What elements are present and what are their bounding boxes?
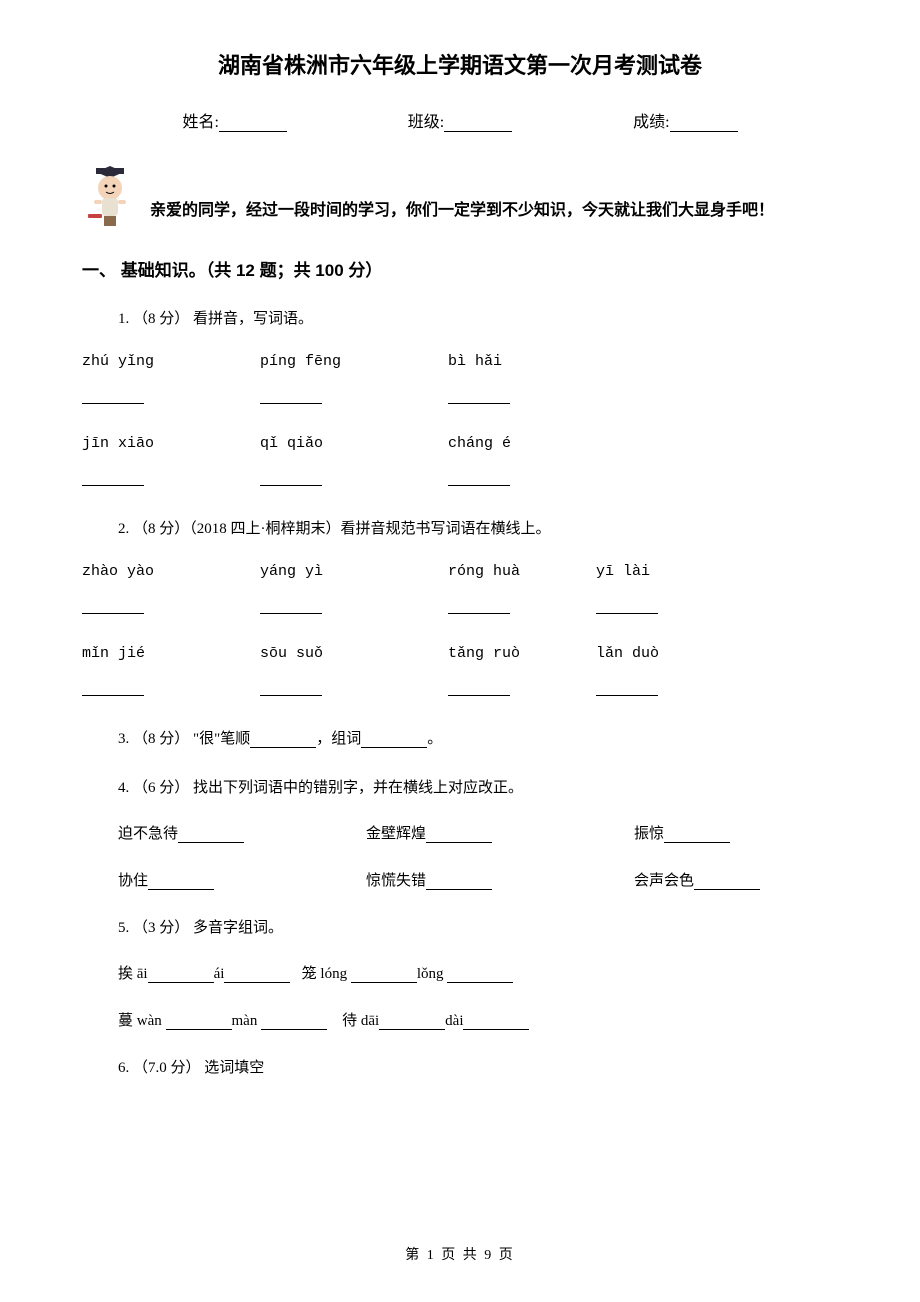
q4-word: 惊慌失错 xyxy=(366,873,426,889)
pinyin-cell: zhú yǐng xyxy=(82,353,260,370)
exam-title: 湖南省株洲市六年级上学期语文第一次月考测试卷 xyxy=(82,48,838,80)
answer-blank[interactable] xyxy=(664,829,730,843)
pinyin-cell: qǐ qiǎo xyxy=(260,435,448,452)
pinyin-cell: zhào yào xyxy=(82,563,260,580)
answer-blank[interactable] xyxy=(447,969,513,983)
name-field: 姓名: xyxy=(182,108,286,132)
q3-line: 3. （8 分） "很"笔顺 ，组词 。 xyxy=(82,727,838,748)
q2-ans-row2 xyxy=(82,682,838,701)
q3-suffix: 。 xyxy=(427,731,442,747)
answer-blank[interactable] xyxy=(448,682,510,696)
q5-row1: 挨 āi ái 笼 lóng lǒng xyxy=(82,962,838,983)
pinyin-cell: yáng yì xyxy=(260,563,448,580)
answer-blank[interactable] xyxy=(224,969,290,983)
pinyin-cell: jīn xiāo xyxy=(82,435,260,452)
answer-blank[interactable] xyxy=(260,472,322,486)
answer-blank[interactable] xyxy=(448,390,510,404)
q5-char: 蔓 wàn xyxy=(118,1013,162,1029)
intro-row: 亲爱的同学，经过一段时间的学习，你们一定学到不少知识，今天就让我们大显身手吧！ xyxy=(82,166,838,226)
answer-blank[interactable] xyxy=(426,876,492,890)
answer-blank[interactable] xyxy=(448,600,510,614)
q2-pinyin-row1: zhào yào yáng yì róng huà yī lài xyxy=(82,563,838,580)
answer-blank[interactable] xyxy=(260,682,322,696)
answer-blank[interactable] xyxy=(82,682,144,696)
q6-head: 6. （7.0 分） 选词填空 xyxy=(82,1056,838,1080)
class-blank[interactable] xyxy=(444,116,512,132)
pinyin-cell: tǎng ruò xyxy=(448,645,596,662)
class-field: 班级: xyxy=(408,108,512,132)
q5-py: ái xyxy=(214,966,225,982)
score-label: 成绩: xyxy=(633,114,669,131)
answer-blank[interactable] xyxy=(448,472,510,486)
q4-row1: 迫不急待 金壁辉煌 振惊 xyxy=(82,822,838,843)
q5-head: 5. （3 分） 多音字组词。 xyxy=(82,916,838,940)
page-content: 湖南省株洲市六年级上学期语文第一次月考测试卷 姓名: 班级: 成绩: xyxy=(0,0,920,1080)
section-heading: 一、 基础知识。（共 12 题；共 100 分） xyxy=(82,256,838,281)
answer-blank[interactable] xyxy=(596,682,658,696)
answer-blank[interactable] xyxy=(148,969,214,983)
name-blank[interactable] xyxy=(219,116,287,132)
q2-ans-row1 xyxy=(82,600,838,619)
answer-blank[interactable] xyxy=(261,1016,327,1030)
q5-char: 挨 āi xyxy=(118,966,148,982)
answer-blank[interactable] xyxy=(361,734,427,748)
answer-blank[interactable] xyxy=(82,472,144,486)
answer-blank[interactable] xyxy=(426,829,492,843)
q4-word: 迫不急待 xyxy=(118,826,178,842)
score-field: 成绩: xyxy=(633,108,737,132)
q2-head: 2. （8 分）（2018 四上·桐梓期末）看拼音规范书写词语在横线上。 xyxy=(82,517,838,541)
answer-blank[interactable] xyxy=(260,600,322,614)
q4-head: 4. （6 分） 找出下列词语中的错别字，并在横线上对应改正。 xyxy=(82,776,838,800)
answer-blank[interactable] xyxy=(166,1016,232,1030)
q5-py: dài xyxy=(445,1013,463,1029)
q5-py: lǒng xyxy=(417,966,444,982)
pinyin-cell: mǐn jié xyxy=(82,645,260,662)
answer-blank[interactable] xyxy=(463,1016,529,1030)
q4-word: 会声会色 xyxy=(634,873,694,889)
pinyin-cell: sōu suǒ xyxy=(260,645,448,662)
q2-pinyin-row2: mǐn jié sōu suǒ tǎng ruò lǎn duò xyxy=(82,645,838,662)
q4-word: 金壁辉煌 xyxy=(366,826,426,842)
class-label: 班级: xyxy=(408,114,444,131)
answer-blank[interactable] xyxy=(379,1016,445,1030)
q4-row2: 协住 惊慌失错 会声会色 xyxy=(82,869,838,890)
answer-blank[interactable] xyxy=(351,969,417,983)
q3-mid: ，组词 xyxy=(316,731,361,747)
q3-prefix: 3. （8 分） "很"笔顺 xyxy=(118,731,250,747)
answer-blank[interactable] xyxy=(250,734,316,748)
q4-word: 振惊 xyxy=(634,826,664,842)
q1-pinyin-row2: jīn xiāo qǐ qiǎo cháng é xyxy=(82,435,838,452)
page-footer: 第 1 页 共 9 页 xyxy=(0,1244,920,1264)
name-label: 姓名: xyxy=(182,114,218,131)
answer-blank[interactable] xyxy=(596,600,658,614)
q1-ans-row1 xyxy=(82,390,838,409)
answer-blank[interactable] xyxy=(148,876,214,890)
score-blank[interactable] xyxy=(670,116,738,132)
q5-row2: 蔓 wàn màn 待 dāi dài xyxy=(82,1009,838,1030)
q5-char: 待 dāi xyxy=(342,1013,379,1029)
q4-word: 协住 xyxy=(118,873,148,889)
answer-blank[interactable] xyxy=(260,390,322,404)
pinyin-cell: bì hǎi xyxy=(448,353,596,370)
pinyin-cell: cháng é xyxy=(448,435,596,452)
q1-ans-row2 xyxy=(82,472,838,491)
pinyin-cell: yī lài xyxy=(596,563,744,580)
student-avatar-icon xyxy=(82,166,138,226)
q5-py: màn xyxy=(232,1013,258,1029)
answer-blank[interactable] xyxy=(82,390,144,404)
pinyin-cell: róng huà xyxy=(448,563,596,580)
student-info-row: 姓名: 班级: 成绩: xyxy=(82,108,838,132)
pinyin-cell: lǎn duò xyxy=(596,645,744,662)
q1-head: 1. （8 分） 看拼音，写词语。 xyxy=(82,307,838,331)
answer-blank[interactable] xyxy=(694,876,760,890)
q1-pinyin-row1: zhú yǐng píng fēng bì hǎi xyxy=(82,353,838,370)
answer-blank[interactable] xyxy=(178,829,244,843)
q5-char: 笼 lóng xyxy=(302,966,347,982)
pinyin-cell: píng fēng xyxy=(260,353,448,370)
answer-blank[interactable] xyxy=(82,600,144,614)
intro-text: 亲爱的同学，经过一段时间的学习，你们一定学到不少知识，今天就让我们大显身手吧！ xyxy=(150,198,774,226)
